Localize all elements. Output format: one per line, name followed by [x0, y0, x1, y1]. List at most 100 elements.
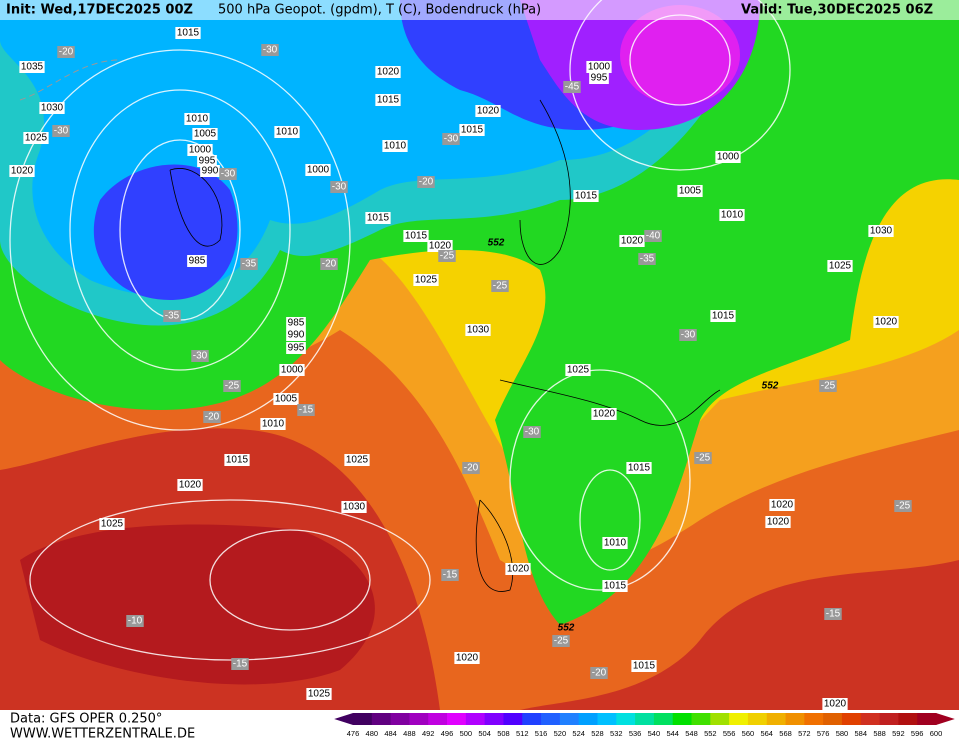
- colorbar-label: 584: [855, 729, 868, 738]
- colorbar-label: 596: [911, 729, 924, 738]
- isobar-label-box: [341, 501, 367, 513]
- temperature-label-box: [57, 46, 75, 58]
- isobar-label-box: [286, 329, 306, 341]
- isobar-label: 1020: [377, 67, 400, 78]
- isobar-label: 1010: [186, 114, 209, 125]
- colorbar-swatch: [559, 713, 580, 725]
- temperature-label: -30: [54, 126, 69, 137]
- colorbar-swatch: [616, 713, 636, 725]
- isobar-label: 1015: [712, 311, 735, 322]
- isobar-label: 1005: [194, 129, 217, 140]
- temperature-label: -15: [443, 570, 458, 581]
- temperature-label: -25: [696, 453, 711, 464]
- colorbar-label: 520: [554, 729, 567, 738]
- website: WWW.WETTERZENTRALE.DE: [10, 727, 195, 741]
- isobar-label-box: [475, 105, 501, 117]
- isotherm: [19, 59, 121, 101]
- colorbar-swatch: [635, 713, 655, 725]
- isobar-label-box: [286, 342, 306, 354]
- isobar-label-box: [602, 580, 628, 592]
- isobar-label: 1025: [101, 519, 124, 530]
- isobar-label: 1030: [41, 103, 64, 114]
- isobar-label: 985: [189, 256, 206, 267]
- field-magenta: [620, 5, 740, 105]
- colorbar-swatch: [541, 713, 561, 725]
- isobar-label: 1030: [870, 226, 893, 237]
- isobar-label-box: [573, 190, 599, 202]
- temperature-label-box: [330, 181, 348, 193]
- isobar-label: 1015: [226, 455, 249, 466]
- isobar-label-box: [586, 61, 612, 73]
- isobar-label-box: [459, 124, 485, 136]
- colorbar-label: 492: [422, 729, 435, 738]
- isobar-label: 1015: [405, 231, 428, 242]
- isobar-label-box: [413, 274, 439, 286]
- temperature-label: -20: [464, 463, 479, 474]
- isobar-label-box: [465, 324, 491, 336]
- colorbar-swatch: [503, 713, 523, 725]
- temperature-label: -25: [821, 381, 836, 392]
- temperature-label: -35: [165, 311, 180, 322]
- isobar-label-box: [99, 518, 125, 530]
- temperature-label: -30: [525, 427, 540, 438]
- temperature-label: -15: [233, 659, 248, 670]
- temperature-label: -40: [646, 231, 661, 242]
- isobar-label: 1010: [604, 538, 627, 549]
- temperature-label-box: [894, 500, 912, 512]
- temperature-label: -20: [59, 47, 74, 58]
- colorbar-label: 476: [347, 729, 360, 738]
- isobar-label: 1020: [507, 564, 530, 575]
- isobar-label: 1020: [11, 166, 34, 177]
- colorbar-swatch: [353, 713, 373, 725]
- isobar-label-box: [260, 418, 286, 430]
- colorbar-label: 600: [930, 729, 943, 738]
- isobar-label: 1020: [875, 317, 898, 328]
- colorbar-label: 500: [460, 729, 473, 738]
- isobar-label: 1005: [275, 394, 298, 405]
- init-time: Init: Wed,17DEC2025 00Z: [6, 3, 193, 18]
- isobar-label-box: [403, 230, 429, 242]
- colorbar-swatch: [691, 713, 711, 725]
- isobar-label: 1020: [771, 500, 794, 511]
- temperature-label-box: [231, 658, 249, 670]
- isobar-label: 1015: [575, 191, 598, 202]
- colorbar-label: 588: [873, 729, 886, 738]
- colorbar-label: 548: [685, 729, 698, 738]
- temperature-label-box: [320, 258, 338, 270]
- coastlines: [169, 99, 721, 592]
- colorbar-label: 532: [610, 729, 623, 738]
- temperature-label-box: [261, 44, 279, 56]
- isobar-label: 1020: [179, 480, 202, 491]
- temperature-label-box: [240, 258, 258, 270]
- isobar-label-box: [274, 126, 300, 138]
- isobar-label-box: [39, 102, 65, 114]
- temperature-label-box: [442, 133, 460, 145]
- isobar-label-box: [197, 155, 217, 167]
- isobar-label: 1025: [346, 455, 369, 466]
- colorbar-label: 568: [779, 729, 792, 738]
- isobar-label-box: [454, 652, 480, 664]
- temperature-label-box: [219, 168, 237, 180]
- isobars: [9, 0, 791, 661]
- isobar-label-box: [873, 316, 899, 328]
- isobar-label: 1005: [679, 186, 702, 197]
- isobar-label: 1000: [717, 152, 740, 163]
- isobar-label-box: [305, 164, 331, 176]
- isobar-label-box: [177, 479, 203, 491]
- geopotential-label: 552: [762, 381, 779, 392]
- isobar-label-box: [765, 516, 791, 528]
- isobar-label: 1030: [343, 502, 366, 513]
- temperature-label-box: [417, 176, 435, 188]
- isobar-label-box: [224, 454, 250, 466]
- temperature-label: -25: [896, 501, 911, 512]
- isobar-label-box: [200, 165, 220, 177]
- header-bg: [0, 0, 959, 20]
- isobar-label: 1000: [307, 165, 330, 176]
- isobar-label-box: [273, 393, 299, 405]
- temperature-label-box: [297, 404, 315, 416]
- colorbar-swatch: [447, 713, 467, 725]
- isobar-label: 1015: [177, 28, 200, 39]
- isobar-label-box: [375, 66, 401, 78]
- isobar-label-box: [822, 698, 848, 710]
- colorbar-label: 592: [892, 729, 905, 738]
